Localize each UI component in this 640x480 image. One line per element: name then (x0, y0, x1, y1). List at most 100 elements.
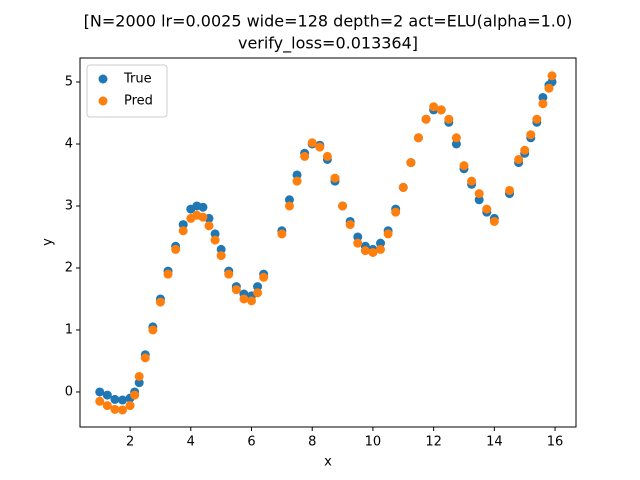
scatter-point (198, 202, 208, 212)
x-tick-label: 2 (126, 435, 134, 450)
legend-marker (98, 96, 108, 106)
scatter-point (247, 296, 257, 306)
scatter-point (259, 272, 269, 282)
scatter-point (210, 235, 220, 245)
y-axis-label: y (41, 238, 56, 246)
y-tick-label: 4 (65, 136, 73, 151)
scatter-point (198, 212, 208, 222)
scatter-point (102, 390, 112, 400)
y-tick-label: 3 (65, 198, 73, 213)
scatter-point (459, 161, 469, 171)
scatter-point (544, 83, 554, 93)
legend-label: Pred (124, 94, 153, 109)
scatter-point (239, 294, 249, 304)
x-tick-label: 16 (547, 435, 564, 450)
scatter-point (353, 232, 363, 242)
scatter-point (134, 378, 144, 388)
scatter-point (130, 390, 140, 400)
scatter-point (155, 297, 165, 307)
scatter-point (376, 238, 386, 248)
scatter-point (526, 130, 536, 140)
y-tick-label: 5 (65, 74, 73, 89)
chart-title: verify_loss=0.013364] (238, 34, 418, 54)
scatter-point (204, 221, 214, 231)
x-axis-label: x (324, 455, 332, 470)
scatter-point (125, 401, 135, 411)
scatter-point (353, 238, 363, 248)
scatter-point (253, 282, 263, 292)
scatter-point (216, 251, 226, 261)
scatter-point (231, 285, 241, 295)
scatter-point (383, 229, 393, 239)
scatter-point (253, 288, 263, 298)
scatter-point (330, 173, 340, 183)
scatter-point (178, 226, 188, 236)
scatter-point (451, 133, 461, 143)
scatter-point (398, 182, 408, 192)
scatter-point (307, 138, 317, 148)
scatter-point (210, 229, 220, 239)
scatter-point (376, 244, 386, 254)
legend-marker (98, 74, 108, 84)
scatter-point (171, 244, 181, 254)
x-tick-label: 6 (247, 435, 255, 450)
scatter-point (547, 71, 557, 81)
scatter-point (532, 114, 542, 124)
x-tick-label: 10 (365, 435, 382, 450)
scatter-point (413, 133, 423, 143)
scatter-point (360, 246, 370, 256)
scatter-point (292, 170, 302, 180)
scatter-point (322, 151, 332, 161)
scatter-point (110, 404, 120, 414)
scatter-point (421, 114, 431, 124)
plot-frame (79, 57, 577, 428)
scatter-point (444, 114, 454, 124)
scatter-point (345, 220, 355, 230)
scatter-point (148, 325, 158, 335)
scatter-point (277, 229, 287, 239)
scatter-point (292, 176, 302, 186)
scatter-point (520, 145, 530, 155)
scatter-point (102, 401, 112, 411)
scatter-point (95, 396, 105, 406)
legend-label: True (123, 72, 152, 87)
scatter-point (474, 189, 484, 199)
scatter-point (451, 139, 461, 149)
scatter-point (224, 269, 234, 279)
y-tick-label: 1 (65, 322, 73, 337)
scatter-point (300, 151, 310, 161)
scatter-point (467, 176, 477, 186)
x-tick-label: 14 (486, 435, 503, 450)
scatter-point (110, 394, 120, 404)
scatter-point (429, 102, 439, 112)
scatter-point (505, 185, 515, 195)
scatter-point (134, 371, 144, 381)
scatter-point (489, 216, 499, 226)
scatter-point (474, 195, 484, 205)
scatter-point (140, 353, 150, 363)
scatter-point (436, 105, 446, 115)
scatter-point (482, 204, 492, 214)
scatter-point (95, 387, 105, 397)
chart-title: [N=2000 lr=0.0025 wide=128 depth=2 act=E… (84, 12, 573, 31)
scatter-point (117, 405, 127, 415)
x-tick-label: 4 (187, 435, 195, 450)
scatter-point (514, 154, 524, 164)
scatter-point (315, 142, 325, 152)
scatter-point (538, 99, 548, 109)
scatter-point (338, 201, 348, 211)
scatter-point (216, 244, 226, 254)
scatter-point (178, 220, 188, 230)
scatter-point (406, 158, 416, 168)
scatter-point (368, 247, 378, 257)
x-tick-label: 8 (308, 435, 316, 450)
scatter-point (538, 92, 548, 102)
scatter-point (284, 201, 294, 211)
x-tick-label: 12 (425, 435, 442, 450)
scatter-point (284, 195, 294, 205)
scatter-point (163, 269, 173, 279)
scatter-point (391, 207, 401, 217)
y-tick-label: 0 (65, 384, 73, 399)
